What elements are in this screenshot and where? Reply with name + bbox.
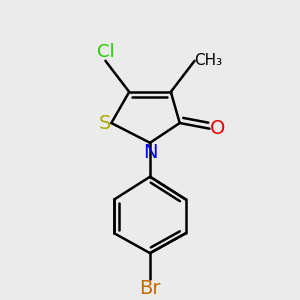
Text: O: O [209,119,225,138]
Text: Cl: Cl [97,43,114,61]
Text: Br: Br [139,279,161,298]
Text: CH₃: CH₃ [195,53,223,68]
Text: S: S [99,113,111,133]
Text: N: N [143,143,157,162]
